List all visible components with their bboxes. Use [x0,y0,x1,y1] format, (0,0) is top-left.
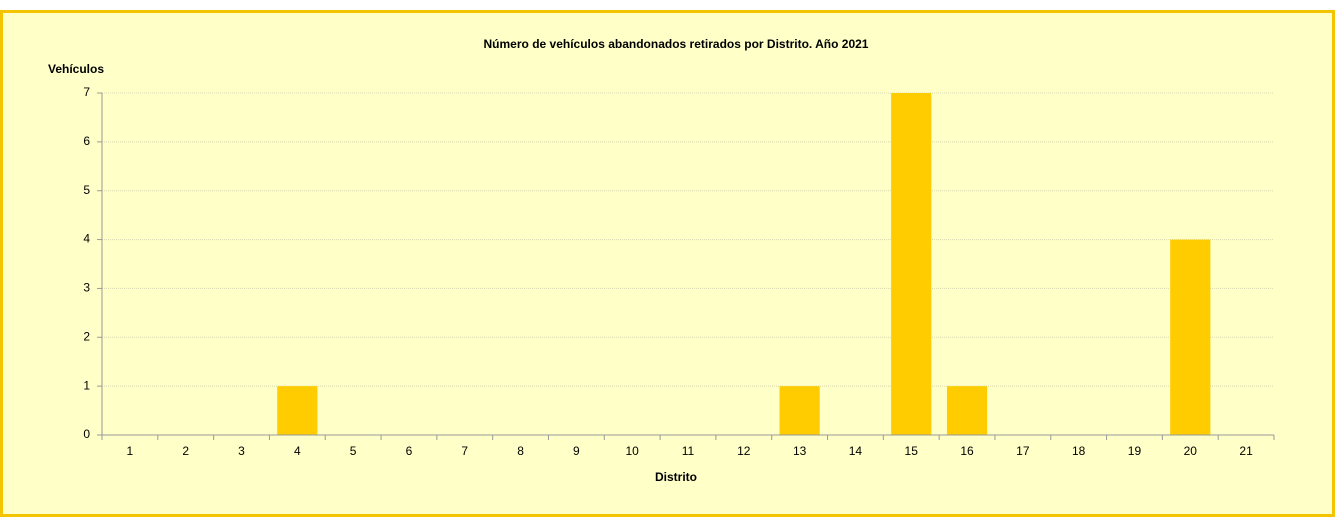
bar [946,386,988,435]
x-tick-label: 5 [350,444,357,458]
x-tick-label: 2 [182,444,189,458]
y-tick-label: 3 [83,281,90,295]
x-tick-label: 7 [461,444,468,458]
y-tick-label: 1 [83,378,90,392]
x-tick-label: 13 [793,444,807,458]
x-tick-label: 6 [406,444,413,458]
x-tick-label: 11 [682,444,695,458]
chart-frame [0,10,1335,517]
bar [1170,239,1211,435]
x-tick-label: 15 [905,444,919,458]
y-axis-label: Vehículos [48,62,104,76]
x-tick-label: 14 [849,444,863,458]
y-tick-label: 0 [83,427,90,441]
chart-title: Número de vehículos abandonados retirado… [484,37,869,51]
x-tick-label: 12 [737,444,751,458]
x-tick-label: 8 [517,444,524,458]
bar [779,386,820,435]
x-tick-label: 20 [1184,444,1198,458]
x-tick-label: 17 [1016,444,1030,458]
x-axis-label: Distrito [655,470,697,484]
y-tick-label: 7 [83,85,90,99]
x-tick-label: 16 [960,444,974,458]
x-tick-label: 10 [626,444,640,458]
x-tick-label: 19 [1128,444,1142,458]
y-tick-label: 5 [83,183,90,197]
x-tick-label: 9 [573,444,580,458]
bar [891,93,932,435]
x-tick-label: 21 [1239,444,1253,458]
bar [277,386,318,435]
y-tick-label: 4 [83,232,90,246]
x-tick-label: 18 [1072,444,1086,458]
x-tick-label: 3 [238,444,245,458]
y-tick-label: 6 [83,134,90,148]
x-tick-label: 1 [127,444,134,458]
y-tick-label: 2 [83,329,90,343]
x-tick-label: 4 [294,444,301,458]
